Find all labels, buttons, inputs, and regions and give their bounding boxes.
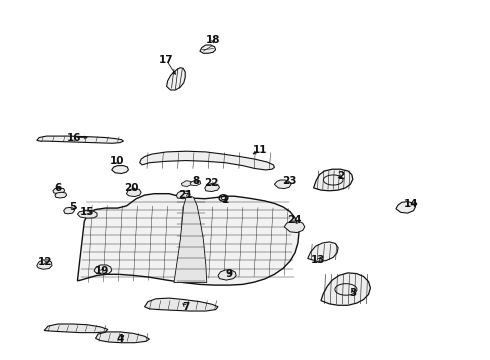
Polygon shape [37,260,52,269]
Polygon shape [64,207,74,214]
Text: 19: 19 [95,266,109,276]
Polygon shape [77,194,299,285]
Text: 3: 3 [349,288,356,298]
Text: 9: 9 [226,269,233,279]
Polygon shape [218,270,236,280]
Text: 6: 6 [54,183,61,193]
Polygon shape [145,298,218,311]
Polygon shape [126,189,141,197]
Text: 7: 7 [182,302,190,312]
Polygon shape [205,184,220,192]
Text: 24: 24 [287,215,301,225]
Polygon shape [167,68,185,90]
Polygon shape [176,191,190,199]
Text: 12: 12 [38,257,52,267]
Polygon shape [200,45,216,53]
Polygon shape [140,151,274,170]
Polygon shape [37,136,123,143]
Polygon shape [314,169,353,191]
Polygon shape [77,211,97,218]
Text: 22: 22 [204,178,219,188]
Text: 11: 11 [252,145,267,156]
Text: 8: 8 [193,176,199,186]
Text: 21: 21 [178,190,193,200]
Polygon shape [308,242,338,261]
Text: 10: 10 [109,156,124,166]
Text: 2: 2 [337,171,344,181]
Text: 23: 23 [282,176,296,186]
Polygon shape [321,273,370,305]
Text: 4: 4 [116,334,124,344]
Text: 14: 14 [404,199,419,210]
Polygon shape [190,180,201,186]
Polygon shape [181,181,192,186]
Polygon shape [274,180,291,189]
Polygon shape [396,202,416,213]
Polygon shape [44,324,108,333]
Text: 15: 15 [80,207,95,217]
Polygon shape [55,192,67,198]
Polygon shape [284,221,305,233]
Text: 5: 5 [69,202,76,212]
Polygon shape [94,265,112,274]
Polygon shape [96,332,149,343]
Text: 13: 13 [311,255,326,265]
Polygon shape [112,166,128,174]
Polygon shape [174,196,207,283]
Text: 18: 18 [206,35,220,45]
Text: 17: 17 [159,55,174,66]
Text: 16: 16 [67,132,82,143]
Text: 20: 20 [124,183,139,193]
Polygon shape [53,188,65,194]
Text: 1: 1 [222,195,229,205]
